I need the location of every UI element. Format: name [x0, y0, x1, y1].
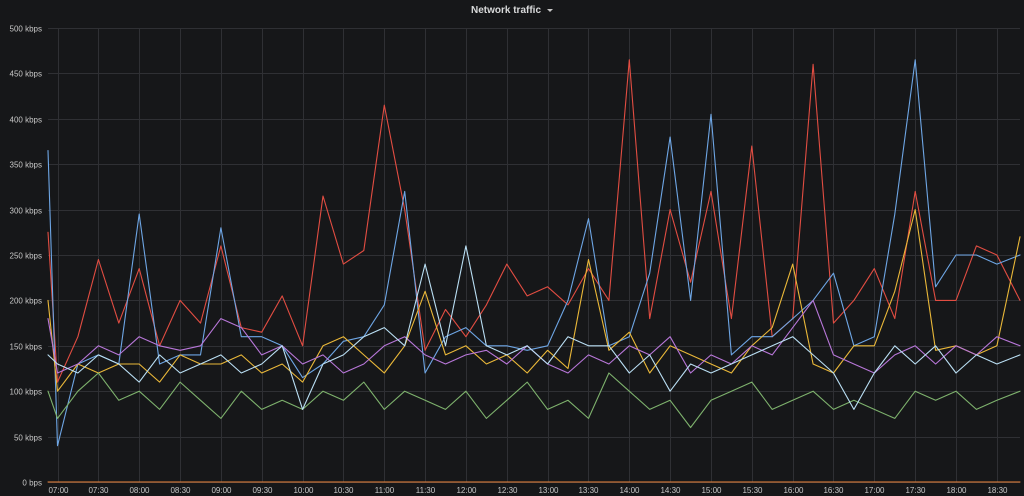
y-tick-label: 500 kbps [10, 25, 42, 34]
series-5-line[interactable] [47, 245, 1021, 410]
y-tick-label: 200 kbps [10, 297, 42, 306]
x-tick-label: 17:30 [905, 486, 926, 495]
x-tick-label: 09:30 [252, 486, 273, 495]
x-tick-label: 18:00 [946, 486, 967, 495]
x-tick-label: 10:30 [333, 486, 354, 495]
grid-lines [48, 28, 1020, 483]
x-tick-label: 09:00 [211, 486, 232, 495]
x-tick-label: 13:30 [578, 486, 599, 495]
x-tick-label: 16:00 [783, 486, 804, 495]
panel-menu-caret-icon[interactable] [547, 9, 553, 12]
panel-header[interactable]: Network traffic [0, 0, 1024, 20]
x-tick-label: 12:00 [456, 486, 477, 495]
panel-title[interactable]: Network traffic [470, 4, 541, 16]
series-4-line[interactable] [47, 372, 1021, 429]
y-tick-label: 450 kbps [10, 70, 42, 79]
x-tick-label: 18:30 [987, 486, 1008, 495]
x-tick-label: 07:30 [88, 486, 109, 495]
x-tick-label: 12:30 [497, 486, 518, 495]
x-tick-label: 07:00 [48, 486, 69, 495]
x-tick-label: 11:30 [416, 486, 436, 495]
y-tick-label: 350 kbps [10, 161, 42, 170]
x-tick-label: 14:30 [660, 486, 681, 495]
x-tick-label: 11:00 [375, 486, 395, 495]
series-0-line[interactable] [47, 59, 1021, 383]
y-tick-label: 250 kbps [10, 252, 42, 261]
x-tick-label: 15:00 [701, 486, 722, 495]
y-tick-label: 400 kbps [10, 116, 42, 125]
x-tick-label: 15:30 [742, 486, 763, 495]
x-tick-label: 08:30 [170, 486, 191, 495]
x-tick-label: 17:00 [864, 486, 885, 495]
x-tick-label: 08:00 [129, 486, 150, 495]
y-tick-label: 100 kbps [10, 388, 42, 397]
x-tick-label: 14:00 [619, 486, 640, 495]
x-tick-label: 10:00 [293, 486, 314, 495]
y-tick-label: 150 kbps [10, 343, 42, 352]
x-axis: 07:00 07:30 08:00 08:30 09:00 09:30 10:00 10:30… [48, 486, 1008, 495]
x-tick-label: 16:30 [823, 486, 844, 495]
y-axis: 0 bps 50 kbps 100 kbps 150 kbps 200 kbps 250 … [10, 25, 42, 488]
y-tick-label: 50 kbps [14, 434, 42, 443]
y-tick-label: 0 bps [22, 479, 42, 488]
x-tick-label: 13:00 [538, 486, 559, 495]
series-layer [47, 59, 1021, 483]
y-tick-label: 300 kbps [10, 207, 42, 216]
